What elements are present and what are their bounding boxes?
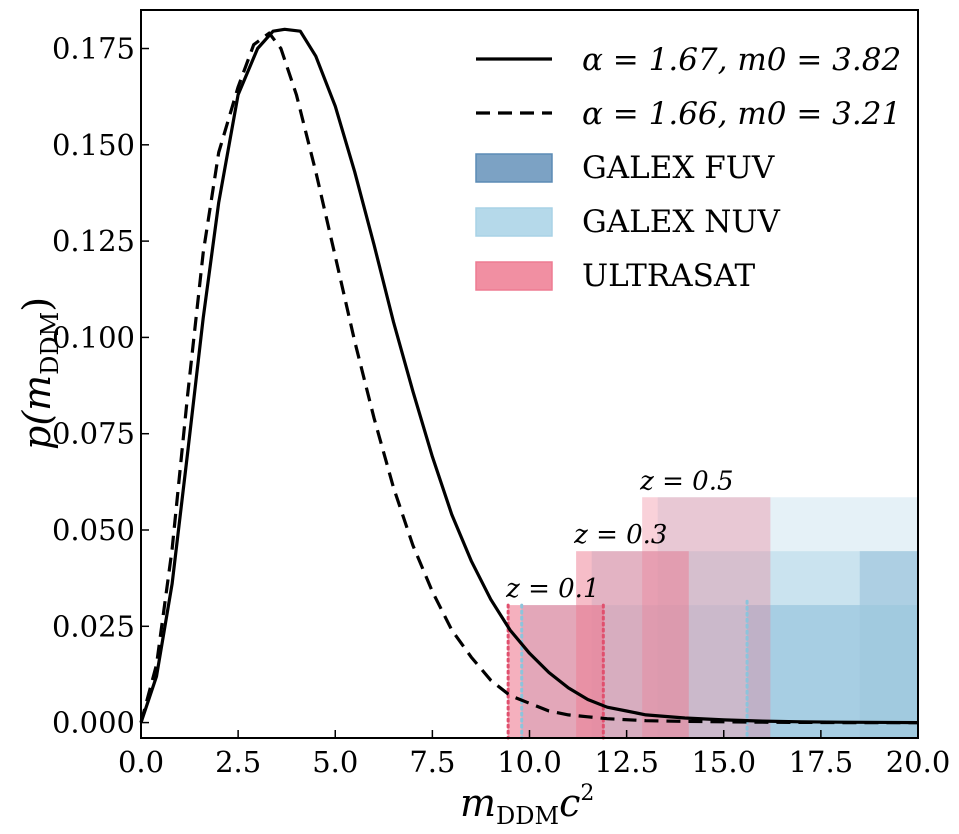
y-tick-label: 0.100 xyxy=(52,320,135,354)
legend-swatch-galex-nuv xyxy=(475,207,553,237)
x-tick-label: 10.0 xyxy=(497,745,562,779)
x-tick-label: 5.0 xyxy=(312,745,358,779)
series-line-dashed xyxy=(139,31,918,725)
y-tick-label: 0.125 xyxy=(52,224,135,258)
bands-layer xyxy=(508,497,918,738)
y-tick-label: 0.000 xyxy=(52,706,135,740)
y-tick-label: 0.175 xyxy=(52,32,135,66)
svg-text:mDDMc2: mDDMc2 xyxy=(460,781,594,830)
band-ultrasat-z0.5 xyxy=(642,497,771,738)
y-tick-label: 0.075 xyxy=(52,417,135,451)
svg-text:p(mDDM): p(mDDM) xyxy=(15,297,64,450)
legend-swatch-galex-fuv xyxy=(475,153,553,183)
series-line-solid xyxy=(139,27,919,725)
legend: α = 1.67, m0 = 3.82 α = 1.66, m0 = 3.21 GA… xyxy=(475,42,901,294)
x-tick-label: 17.5 xyxy=(789,745,854,779)
y-axis-label: p(mDDM) xyxy=(15,297,64,450)
band-ultrasat-z0.3 xyxy=(576,551,689,738)
legend-label-ultrasat: ULTRASAT xyxy=(582,258,756,294)
legend-swatch-ultrasat xyxy=(475,261,553,291)
annotation-z-2: z = 0.5 xyxy=(639,466,733,496)
legend-label-solid: α = 1.67, m0 = 3.82 xyxy=(582,42,901,78)
dotted-markers-layer xyxy=(506,599,749,740)
ticks-layer: 0.0 2.5 5.0 7.5 10.0 12.5 15.0 17.5 20.0 0.000 0.0… xyxy=(52,32,950,779)
x-tick-label: 20.0 xyxy=(886,745,951,779)
band-galex-nuv-z0.5 xyxy=(657,497,918,738)
x-tick-label: 2.5 xyxy=(215,745,261,779)
legend-label-galex-nuv: GALEX NUV xyxy=(582,204,781,240)
annotations-layer: z = 0.1 z = 0.3 z = 0.5 xyxy=(505,466,733,604)
legend-label-galex-fuv: GALEX FUV xyxy=(582,150,775,186)
annotation-z-1: z = 0.3 xyxy=(573,520,667,550)
x-axis-label: mDDMc2 xyxy=(460,781,594,830)
legend-label-dashed: α = 1.66, m0 = 3.21 xyxy=(582,96,901,132)
x-tick-label: 0.0 xyxy=(118,745,164,779)
y-tick-label: 0.050 xyxy=(52,513,135,547)
annotation-z-0: z = 0.1 xyxy=(505,574,599,604)
series-lines-layer xyxy=(139,27,919,725)
x-tick-label: 7.5 xyxy=(409,745,455,779)
y-tick-label: 0.025 xyxy=(52,609,135,643)
x-tick-label: 12.5 xyxy=(594,745,659,779)
y-tick-label: 0.150 xyxy=(52,128,135,162)
x-tick-label: 15.0 xyxy=(691,745,756,779)
